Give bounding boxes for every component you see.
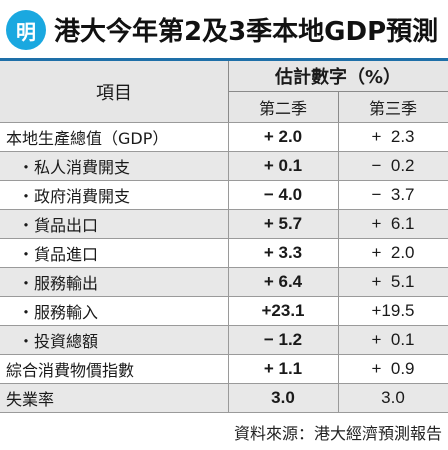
column-divider xyxy=(338,297,339,325)
row-label: 本地生產總值（GDP） xyxy=(6,129,169,148)
q3-value: 3.0 xyxy=(381,388,405,407)
column-divider xyxy=(338,268,339,296)
q2-value: + 2.0 xyxy=(263,127,303,146)
column-header-q2: 第二季 xyxy=(258,99,307,118)
table-row: 失業率 3.0 3.0 xyxy=(0,383,448,412)
column-divider xyxy=(228,326,229,354)
table-row: ・服務輸入 +23.1 +19.5 xyxy=(0,296,448,325)
q3-value: + 6.1 xyxy=(371,214,415,233)
column-divider xyxy=(228,210,229,238)
column-divider xyxy=(338,326,339,354)
page-title: 港大今年第2及3季本地GDP預測 xyxy=(54,17,439,47)
column-divider xyxy=(228,297,229,325)
q2-value: + 5.7 xyxy=(263,214,303,233)
table-row: ・貨品出口 + 5.7 + 6.1 xyxy=(0,209,448,238)
q2-value: + 0.1 xyxy=(263,156,303,175)
column-divider xyxy=(228,239,229,267)
q3-value: + 0.1 xyxy=(371,330,415,349)
q2-value: 3.0 xyxy=(271,388,295,407)
table-bottom-rule xyxy=(0,412,448,413)
table-row: ・政府消費開支 − 4.0 − 3.7 xyxy=(0,180,448,209)
column-divider xyxy=(338,210,339,238)
q3-value: +19.5 xyxy=(371,301,415,320)
column-divider xyxy=(338,152,339,180)
q3-value: + 2.3 xyxy=(371,127,415,146)
q2-value: + 1.1 xyxy=(263,359,303,378)
q3-value: + 0.9 xyxy=(371,359,415,378)
newspaper-logo: 明 xyxy=(6,10,46,50)
column-divider xyxy=(338,181,339,209)
row-label: 綜合消費物價指數 xyxy=(6,361,135,380)
forecast-table: 項目 估計數字（%） 第二季 第三季 本地生產總值（GDP） + 2.0 + 2… xyxy=(0,61,448,413)
column-divider xyxy=(228,123,229,151)
table-row: 綜合消費物價指數 + 1.1 + 0.9 xyxy=(0,354,448,383)
column-divider xyxy=(228,61,229,122)
source-note: 資料來源：港大經濟預測報告 xyxy=(233,424,442,443)
row-label: ・貨品出口 xyxy=(18,216,99,235)
q3-value: − 0.2 xyxy=(371,156,415,175)
column-header-q3: 第三季 xyxy=(368,99,417,118)
q2-value: + 6.4 xyxy=(263,272,303,291)
q2-value: + 3.3 xyxy=(263,243,303,262)
column-divider xyxy=(228,152,229,180)
title-bar: 明 港大今年第2及3季本地GDP預測 xyxy=(0,0,448,56)
column-divider xyxy=(338,92,339,122)
table-row: ・私人消費開支 + 0.1 − 0.2 xyxy=(0,151,448,180)
q2-value: +23.1 xyxy=(261,301,305,320)
table-row: ・服務輸出 + 6.4 + 5.1 xyxy=(0,267,448,296)
column-divider xyxy=(228,355,229,383)
column-divider xyxy=(338,123,339,151)
row-label: ・服務輸入 xyxy=(18,303,99,322)
column-header-estimate: 估計數字（%） xyxy=(274,67,402,88)
column-divider xyxy=(228,268,229,296)
q3-value: + 5.1 xyxy=(371,272,415,291)
column-divider xyxy=(338,239,339,267)
logo-glyph: 明 xyxy=(16,19,36,44)
table-row: ・投資總額 − 1.2 + 0.1 xyxy=(0,325,448,354)
row-label: ・服務輸出 xyxy=(18,274,99,293)
column-header-item: 項目 xyxy=(96,82,132,104)
row-label: 失業率 xyxy=(6,390,55,409)
row-label: ・貨品進口 xyxy=(18,245,99,264)
table-row: ・貨品進口 + 3.3 + 2.0 xyxy=(0,238,448,267)
table-header: 項目 估計數字（%） 第二季 第三季 xyxy=(0,61,448,122)
column-divider xyxy=(338,355,339,383)
row-label: ・私人消費開支 xyxy=(18,158,131,177)
q2-value: − 4.0 xyxy=(263,185,303,204)
column-divider xyxy=(228,384,229,412)
header-divider xyxy=(228,91,448,92)
table-row: 本地生產總值（GDP） + 2.0 + 2.3 xyxy=(0,122,448,151)
column-divider xyxy=(228,181,229,209)
column-divider xyxy=(338,384,339,412)
row-label: ・政府消費開支 xyxy=(18,187,131,206)
row-label: ・投資總額 xyxy=(18,332,99,351)
q3-value: + 2.0 xyxy=(371,243,415,262)
title-divider xyxy=(0,58,448,61)
q3-value: − 3.7 xyxy=(371,185,415,204)
q2-value: − 1.2 xyxy=(263,330,303,349)
